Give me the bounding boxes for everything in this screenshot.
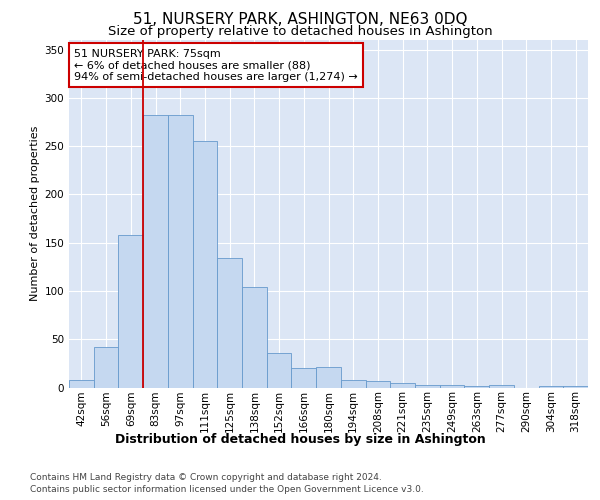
Text: 51, NURSERY PARK, ASHINGTON, NE63 0DQ: 51, NURSERY PARK, ASHINGTON, NE63 0DQ (133, 12, 467, 28)
Bar (539, 386, 563, 388)
Bar (390, 382, 415, 388)
Text: 51 NURSERY PARK: 75sqm
← 6% of detached houses are smaller (88)
94% of semi-deta: 51 NURSERY PARK: 75sqm ← 6% of detached … (74, 48, 358, 82)
Y-axis label: Number of detached properties: Number of detached properties (30, 126, 40, 302)
Text: Size of property relative to detached houses in Ashington: Size of property relative to detached ho… (107, 25, 493, 38)
Bar (242, 287, 267, 388)
Bar (143, 116, 168, 388)
Bar (217, 258, 242, 388)
Bar (193, 142, 217, 388)
Bar (168, 116, 193, 388)
Bar (94, 347, 118, 388)
Bar (365, 380, 390, 388)
Bar (440, 384, 464, 388)
Bar (292, 368, 316, 388)
Bar (118, 235, 143, 388)
Text: Contains HM Land Registry data © Crown copyright and database right 2024.: Contains HM Land Registry data © Crown c… (30, 472, 382, 482)
Bar (69, 380, 94, 388)
Text: Distribution of detached houses by size in Ashington: Distribution of detached houses by size … (115, 432, 485, 446)
Bar (341, 380, 365, 388)
Text: Contains public sector information licensed under the Open Government Licence v3: Contains public sector information licen… (30, 485, 424, 494)
Bar (316, 367, 341, 388)
Bar (464, 386, 489, 388)
Bar (489, 384, 514, 388)
Bar (415, 384, 440, 388)
Bar (267, 353, 292, 388)
Bar (563, 386, 588, 388)
